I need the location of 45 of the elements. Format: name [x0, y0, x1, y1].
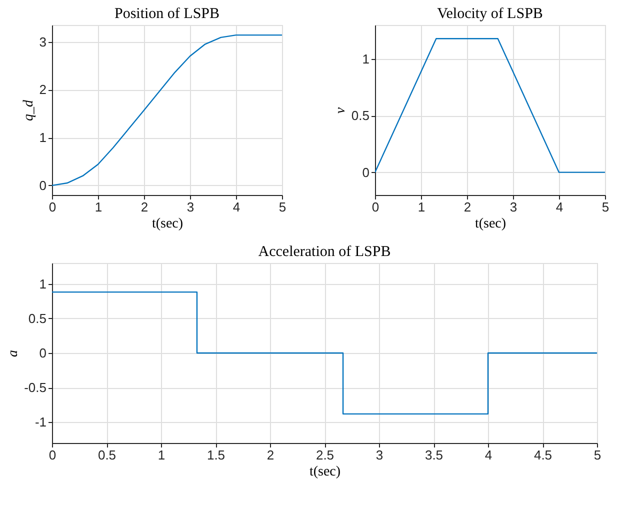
y-tick-label: 1: [39, 130, 46, 146]
x-tick-label: 5: [602, 200, 610, 214]
y-tick-label: 1: [362, 52, 370, 66]
chart-title: Position of LSPB: [114, 6, 220, 22]
line-series: [52, 34, 282, 186]
x-axis-title: t(sec): [474, 216, 506, 232]
x-tick-label: 2.5: [316, 448, 334, 462]
x-tick-label: 3.5: [424, 448, 444, 462]
y-axis-title: v: [333, 106, 348, 114]
x-tick-label: 1: [158, 448, 166, 462]
x-tick-label: 2: [140, 200, 148, 214]
y-tick-label: 0.5: [28, 310, 46, 326]
x-tick-label: 3: [376, 448, 384, 462]
y-tick-label: -1: [34, 414, 46, 430]
x-tick-label: 3: [510, 200, 518, 214]
x-axis-title: t(sec): [309, 464, 341, 480]
x-tick-label: 0: [48, 200, 56, 214]
x-tick-label: 2: [266, 448, 274, 462]
y-axis-title: a: [6, 350, 22, 357]
x-tick-label: 4.5: [534, 448, 552, 462]
y-tick-label: 0: [39, 346, 46, 360]
x-tick-label: 1.5: [206, 448, 226, 462]
x-axis-title: t(sec): [152, 216, 184, 232]
x-tick-label: 1: [418, 200, 426, 214]
chart-title: Acceleration of LSPB: [258, 244, 391, 260]
x-tick-label: 4: [232, 200, 240, 214]
x-tick-label: 4: [556, 200, 564, 214]
x-tick-label: 5: [594, 448, 602, 462]
y-axis-title: q_d: [21, 99, 36, 121]
x-tick-label: 5: [278, 200, 286, 214]
y-tick-label: 0.5: [351, 108, 370, 124]
x-tick-label: 0: [372, 200, 380, 214]
y-tick-label: 3: [39, 34, 46, 50]
y-tick-label: 2: [39, 82, 46, 98]
y-tick-label: 0: [362, 164, 370, 180]
x-tick-label: 1: [94, 200, 102, 214]
y-tick-label: -0.5: [24, 380, 46, 396]
x-tick-label: 2: [464, 200, 472, 214]
x-tick-label: 3: [186, 200, 194, 214]
chart-title: Velocity of LSPB: [437, 6, 543, 22]
y-tick-label: 0: [39, 178, 46, 193]
x-tick-label: 0.5: [98, 448, 116, 462]
x-tick-label: 4: [484, 448, 492, 462]
y-tick-label: 1: [39, 276, 46, 292]
x-tick-label: 0: [48, 448, 56, 462]
